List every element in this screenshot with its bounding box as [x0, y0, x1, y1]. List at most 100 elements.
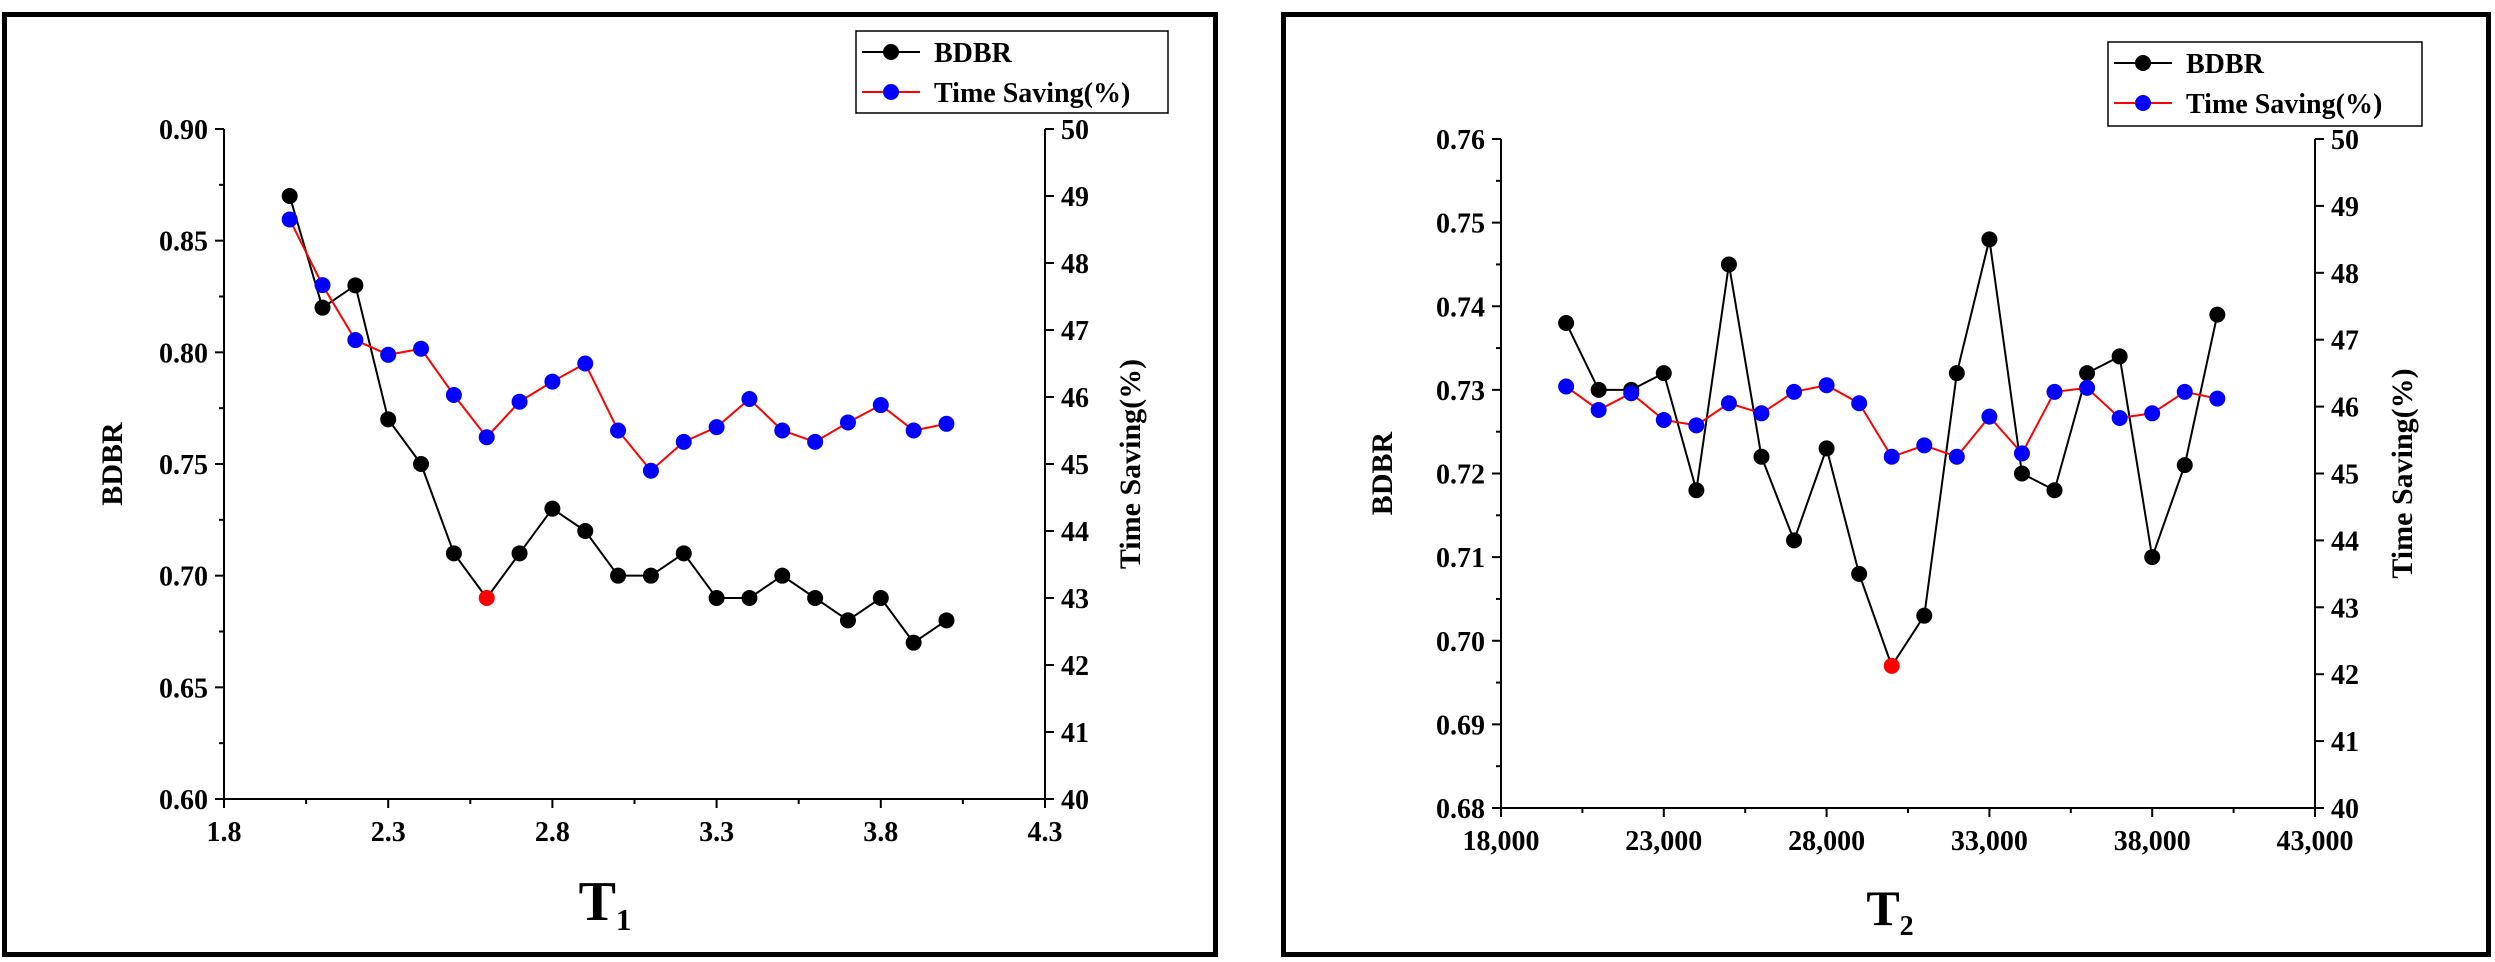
y2-tick-label: 49	[2331, 192, 2359, 223]
bdbr-point	[2209, 306, 2226, 323]
x-axis-label: T1	[579, 871, 632, 937]
bdbr-point	[774, 567, 791, 584]
bdbr-point	[1948, 365, 1965, 382]
time-saving-point	[445, 386, 462, 403]
time-saving-point	[1753, 405, 1770, 422]
y2-tick-label: 42	[1061, 651, 1089, 682]
y2-axis-label: Time Saving(%)	[2386, 368, 2419, 578]
y-tick-label: 0.71	[1436, 543, 1485, 574]
y2-tick-label: 40	[2331, 794, 2359, 825]
y2-tick-label: 50	[2331, 125, 2359, 156]
bdbr-point	[938, 612, 955, 629]
y-axis-label: BDBR	[1366, 431, 1399, 515]
y-tick-label: 0.65	[159, 673, 208, 704]
y-tick-label: 0.68	[1436, 794, 1485, 825]
bdbr-point	[445, 545, 462, 562]
bdbr-point	[1688, 482, 1705, 499]
bdbr-point	[511, 545, 528, 562]
y2-tick-label: 44	[2331, 526, 2359, 557]
chart-panel-right	[1281, 12, 2491, 957]
y2-tick-label: 45	[1061, 450, 1089, 481]
y2-tick-label: 43	[1061, 584, 1089, 615]
y2-tick-label: 43	[2331, 593, 2359, 624]
x-tick-label: 2.8	[535, 817, 570, 848]
y2-tick-label: 49	[1061, 182, 1089, 213]
time-saving-point	[380, 346, 397, 363]
bdbr-point	[2079, 365, 2096, 382]
time-saving-point	[872, 397, 889, 414]
time-saving-point	[905, 422, 922, 439]
bdbr-point	[478, 590, 495, 606]
bdbr-point	[1981, 231, 1998, 248]
time-saving-point	[1623, 385, 1640, 402]
legend-time-saving-marker	[2135, 95, 2151, 111]
bdbr-point	[807, 590, 824, 606]
bdbr-point	[1753, 448, 1770, 465]
bdbr-point	[2176, 457, 2193, 474]
bdbr-point	[544, 500, 561, 517]
time-saving-point	[1948, 448, 1965, 465]
y-tick-label: 0.76	[1436, 125, 1485, 156]
time-saving-point	[1851, 395, 1868, 412]
y-tick-label: 0.69	[1436, 710, 1485, 741]
y2-tick-label: 50	[1061, 115, 1089, 146]
time-saving-point	[2079, 379, 2096, 396]
bdbr-point	[1558, 314, 1575, 331]
y2-tick-label: 41	[1061, 718, 1089, 749]
time-saving-point	[2144, 405, 2161, 422]
x-tick-label: 28,000	[1788, 826, 1865, 857]
time-saving-point	[1981, 408, 1998, 425]
time-saving-point	[511, 393, 528, 410]
y2-tick-label: 44	[1061, 517, 1089, 548]
y-tick-label: 0.70	[1436, 627, 1485, 658]
time-saving-point	[544, 373, 561, 390]
time-saving-point	[2176, 383, 2193, 400]
y2-tick-label: 45	[2331, 460, 2359, 491]
time-saving-point	[741, 391, 758, 408]
y-axis-label: BDBR	[96, 422, 129, 506]
bdbr-point	[2144, 549, 2161, 566]
bdbr-point	[2046, 482, 2063, 499]
legend-bdbr-marker	[883, 44, 899, 60]
bdbr-point	[905, 634, 922, 651]
bdbr-point	[1590, 381, 1607, 398]
y2-tick-label: 47	[2331, 326, 2359, 357]
time-saving-point	[708, 419, 725, 436]
time-saving-point	[478, 429, 495, 446]
y2-tick-label: 47	[1061, 316, 1089, 347]
x-tick-label: 3.3	[699, 817, 734, 848]
time-saving-point	[2013, 445, 2030, 462]
bdbr-point	[1655, 365, 1672, 382]
legend-box	[855, 30, 1169, 114]
x-tick-label: 38,000	[2114, 826, 2191, 857]
legend-bdbr-label: BDBR	[2186, 49, 2265, 80]
legend-bdbr-label: BDBR	[934, 38, 1013, 69]
bdbr-point	[1883, 657, 1900, 674]
time-saving-point	[1720, 395, 1737, 412]
time-saving-point	[1883, 448, 1900, 465]
time-saving-point	[1786, 383, 1803, 400]
legend-box	[2107, 41, 2423, 127]
legend-time-saving-marker	[883, 84, 899, 100]
time-saving-point	[839, 414, 856, 431]
y-tick-label: 0.80	[159, 338, 208, 369]
y2-tick-label: 40	[1061, 785, 1089, 816]
legend-time-saving-label: Time Saving(%)	[2186, 89, 2382, 120]
y2-tick-label: 46	[1061, 383, 1089, 414]
y2-tick-label: 42	[2331, 660, 2359, 691]
time-saving-point	[2111, 409, 2128, 426]
time-saving-point	[642, 462, 659, 479]
time-saving-point	[1688, 417, 1705, 434]
time-saving-point	[774, 422, 791, 439]
time-saving-point	[1590, 401, 1607, 418]
x-tick-label: 33,000	[1951, 826, 2028, 857]
x-tick-label: 4.3	[1028, 817, 1063, 848]
time-saving-point	[577, 355, 594, 372]
bdbr-point	[872, 590, 889, 606]
time-saving-point	[675, 433, 692, 450]
x-axis-label: T2	[1866, 880, 1913, 942]
time-saving-point	[807, 433, 824, 450]
bdbr-point	[1786, 532, 1803, 549]
bdbr-point	[281, 188, 298, 204]
